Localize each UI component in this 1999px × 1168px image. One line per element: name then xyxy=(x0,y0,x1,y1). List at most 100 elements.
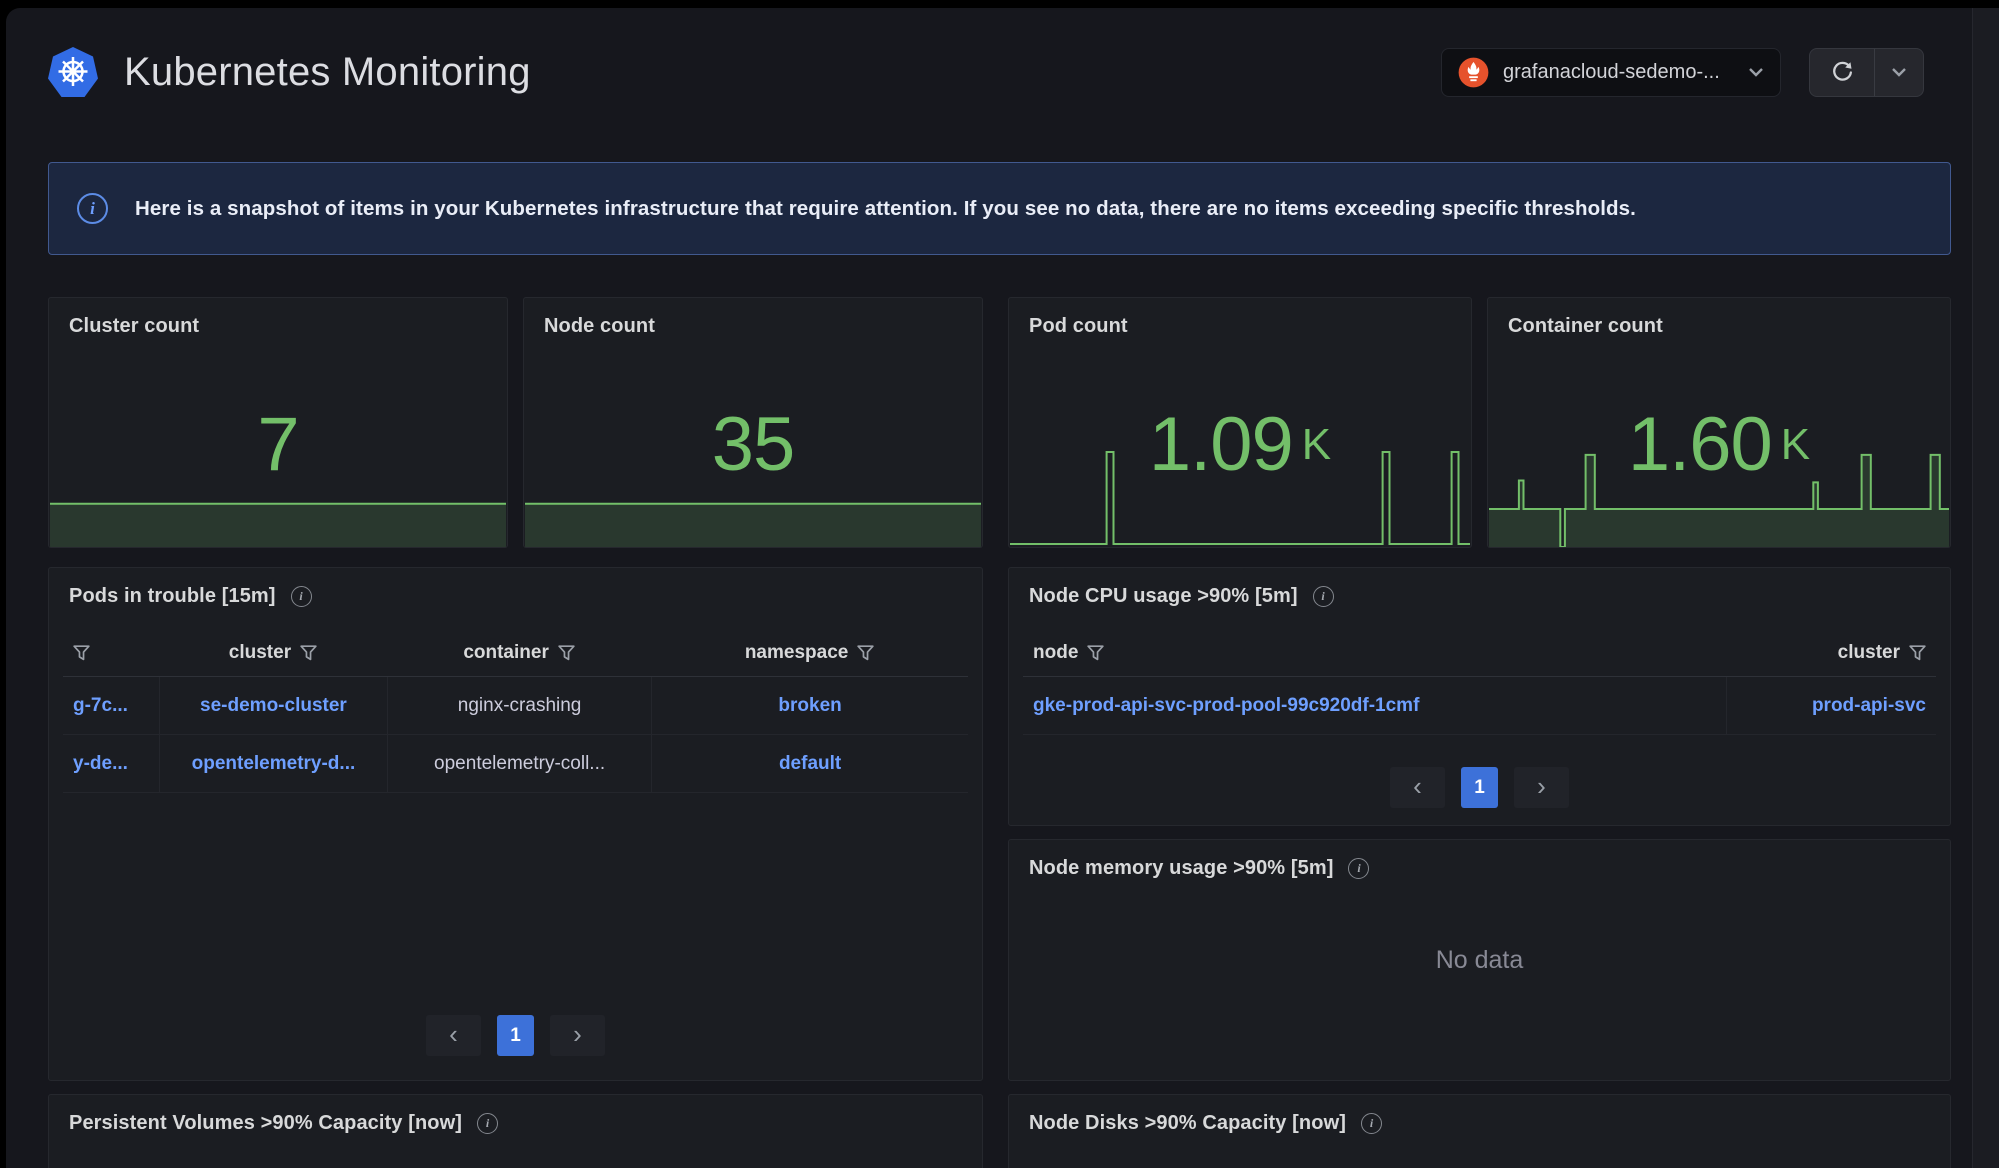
pagination-page-button[interactable]: 1 xyxy=(497,1015,534,1056)
refresh-button[interactable] xyxy=(1810,49,1874,96)
table-cell: broken xyxy=(651,677,968,734)
panel-title-row: Cluster count xyxy=(49,298,507,338)
panel-title: Node count xyxy=(544,315,655,337)
stats-right-group: Pod count 1.09 K Container count 1.60 K xyxy=(1008,297,1951,548)
kubernetes-logo xyxy=(48,47,98,97)
sparkline xyxy=(525,501,981,547)
table-row: y-de... opentelemetry-d... opentelemetry-c… xyxy=(63,735,968,793)
stat-value: 7 xyxy=(257,401,299,487)
table-row: g-7c... se-demo-cluster nginx-crashing brok… xyxy=(63,677,968,735)
filter-funnel-icon[interactable] xyxy=(73,645,90,661)
datasource-picker[interactable]: grafanacloud-sedemo-... xyxy=(1441,47,1781,97)
node-disks-panel: Node Disks >90% Capacity [now] i xyxy=(1008,1094,1951,1168)
refresh-icon xyxy=(1832,61,1852,81)
sparkline xyxy=(50,501,506,547)
pagination-page-button[interactable]: 1 xyxy=(1461,767,1498,808)
dashboard-brand: Kubernetes Monitoring xyxy=(48,46,531,98)
node-cpu-usage-panel: Node CPU usage >90% [5m] i node cluster gk… xyxy=(1008,567,1951,826)
table-cell: g-7c... xyxy=(63,677,159,734)
no-data-message: No data xyxy=(1435,945,1524,974)
panel-title: Cluster count xyxy=(69,315,200,337)
pagination-prev-button[interactable]: ‹ xyxy=(1390,767,1445,808)
column-header-pod[interactable] xyxy=(63,630,159,676)
table-link[interactable]: g-7c... xyxy=(73,694,128,716)
node-cpu-table: node cluster gke-prod-api-svc-prod-pool-99… xyxy=(1023,630,1936,735)
table-cell: nginx-crashing xyxy=(386,677,651,734)
chevron-down-icon xyxy=(1892,68,1906,77)
filter-funnel-icon[interactable] xyxy=(1087,645,1105,661)
scrollbar[interactable] xyxy=(1972,8,1999,1168)
table-link[interactable]: prod-api-svc xyxy=(1811,694,1926,716)
column-header-container[interactable]: container xyxy=(387,630,651,676)
pods-in-trouble-panel: Pods in trouble [15m] i cluster container… xyxy=(48,567,983,1081)
pagination-next-button[interactable]: › xyxy=(550,1015,605,1056)
prometheus-icon xyxy=(1458,57,1489,87)
filter-funnel-icon[interactable] xyxy=(558,645,575,661)
stats-row: Cluster count 7 Node count 35 Pod count 1.09… xyxy=(48,297,1951,548)
table-link[interactable]: y-de... xyxy=(73,752,128,774)
panel-title-row: Persistent Volumes >90% Capacity [now] i xyxy=(49,1095,982,1135)
pods-table: cluster container namespace g-7c... se-demo-… xyxy=(63,630,968,793)
filter-funnel-icon[interactable] xyxy=(1909,645,1926,661)
panel-title: Pod count xyxy=(1029,315,1128,337)
panel-title-row: Node count xyxy=(524,298,982,338)
stat-body: 35 xyxy=(524,298,982,547)
header-controls: grafanacloud-sedemo-... xyxy=(1441,47,1924,97)
info-icon[interactable]: i xyxy=(1312,586,1334,607)
table-link[interactable]: opentelemetry-d... xyxy=(191,752,356,774)
column-header-namespace[interactable]: namespace xyxy=(651,630,968,676)
panel-title-row: Pods in trouble [15m] i xyxy=(49,568,982,608)
table-cell-text: opentelemetry-coll... xyxy=(434,752,606,774)
panel-title: Persistent Volumes >90% Capacity [now] xyxy=(69,1112,462,1134)
info-icon[interactable]: i xyxy=(290,586,312,607)
column-header-node[interactable]: node xyxy=(1023,630,1726,676)
table-cell: y-de... xyxy=(63,735,159,792)
column-header-cluster[interactable]: cluster xyxy=(159,630,387,676)
datasource-selected-value: grafanacloud-sedemo-... xyxy=(1503,60,1720,83)
panel-title: Node Disks >90% Capacity [now] xyxy=(1029,1112,1346,1134)
table-link[interactable]: default xyxy=(778,752,842,774)
stat-value: 35 xyxy=(711,401,796,487)
stat-panel-cluster-count: Cluster count 7 xyxy=(48,297,508,548)
stat-panel-container-count: Container count 1.60 K xyxy=(1487,297,1951,548)
node-memory-usage-panel: Node memory usage >90% [5m] i No data xyxy=(1008,839,1951,1081)
table-link[interactable]: gke-prod-api-svc-prod-pool-99c920df-1cmf xyxy=(1033,694,1420,716)
table-cell: default xyxy=(651,735,968,792)
sparkline xyxy=(1489,452,1949,547)
refresh-interval-dropdown[interactable] xyxy=(1874,48,1923,96)
panel-title: Pods in trouble [15m] xyxy=(69,585,276,607)
info-icon[interactable]: i xyxy=(477,1113,498,1134)
column-header-label: namespace xyxy=(744,642,849,663)
node-cpu-pagination: ‹ 1 › xyxy=(1009,767,1950,808)
info-icon[interactable]: i xyxy=(1348,858,1370,879)
stat-body: 7 xyxy=(49,298,507,547)
stats-left-group: Cluster count 7 Node count 35 xyxy=(48,297,983,548)
pagination-prev-button[interactable]: ‹ xyxy=(426,1015,481,1056)
persistent-volumes-panel: Persistent Volumes >90% Capacity [now] i xyxy=(48,1094,983,1168)
table-link[interactable]: se-demo-cluster xyxy=(200,694,347,716)
panel-title-row: Pod count xyxy=(1009,298,1471,338)
table-cell: gke-prod-api-svc-prod-pool-99c920df-1cmf xyxy=(1023,677,1726,734)
table-cell: opentelemetry-d... xyxy=(158,735,387,792)
info-banner: i Here is a snapshot of items in your Ku… xyxy=(48,162,1951,255)
column-header-cluster[interactable]: cluster xyxy=(1726,630,1936,676)
filter-funnel-icon[interactable] xyxy=(857,645,875,661)
table-header-row: node cluster xyxy=(1023,630,1936,677)
info-icon[interactable]: i xyxy=(1360,1113,1382,1134)
refresh-button-group xyxy=(1809,47,1924,97)
panel-title-row: Node CPU usage >90% [5m] i xyxy=(1009,568,1950,608)
pagination-next-button[interactable]: › xyxy=(1514,767,1569,808)
sparkline xyxy=(1010,447,1470,547)
table-row: gke-prod-api-svc-prod-pool-99c920df-1cmf… xyxy=(1023,677,1936,735)
column-header-label: cluster xyxy=(228,642,292,663)
dashboard-header: Kubernetes Monitoring grafanacloud-sedem… xyxy=(48,36,1924,108)
table-link[interactable]: broken xyxy=(778,694,842,716)
filter-funnel-icon[interactable] xyxy=(300,645,317,661)
stat-value: 1.09 xyxy=(1148,401,1294,487)
column-header-label: container xyxy=(463,642,549,663)
column-header-label: node xyxy=(1033,642,1079,663)
right-column: Node CPU usage >90% [5m] i node cluster gk… xyxy=(1008,567,1951,1081)
stat-body: 1.09 K xyxy=(1009,298,1471,547)
column-header-label: cluster xyxy=(1837,642,1900,663)
table-cell-text: nginx-crashing xyxy=(457,694,582,716)
